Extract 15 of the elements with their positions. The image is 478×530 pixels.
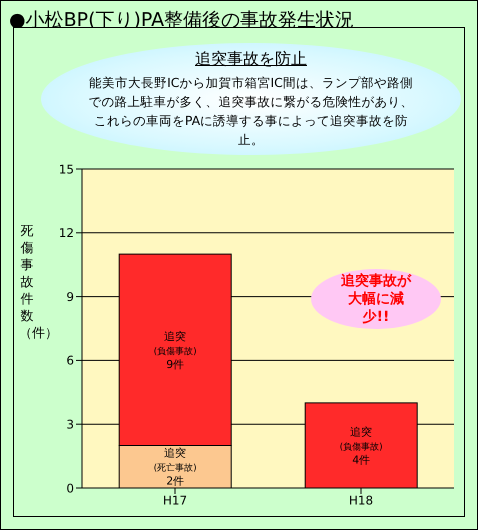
x-tick-label: H17 <box>162 494 188 508</box>
y-tick-label: 3 <box>66 417 74 432</box>
data-label: 追突 (負傷事故) 4件 <box>340 425 383 466</box>
y-tick-label: 15 <box>58 162 74 176</box>
data-label: 追突 (死亡事故) 2件 <box>154 446 197 488</box>
y-tick-label: 9 <box>66 290 74 304</box>
y-axis-title: 死傷事故件数（件） <box>19 223 58 342</box>
data-label: 追突 (負傷事故) 9件 <box>154 330 197 371</box>
y-tick-label: 6 <box>66 354 74 368</box>
x-tick-label: H18 <box>348 494 374 508</box>
y-tick-label: 12 <box>58 226 74 240</box>
text: 能美市大長野ICから加賀市箱宮IC間は、ランプ部や路側での路上駐車が多く、追突事故に繋がる危険性があり、これらの車両をPAに誘導する事によって追突事故を防止。 <box>88 74 414 149</box>
text: 追突事故を防止 <box>194 49 308 70</box>
y-tick-label: 0 <box>66 481 74 496</box>
annotation: 追突事故が大幅に減少!! <box>340 272 412 326</box>
